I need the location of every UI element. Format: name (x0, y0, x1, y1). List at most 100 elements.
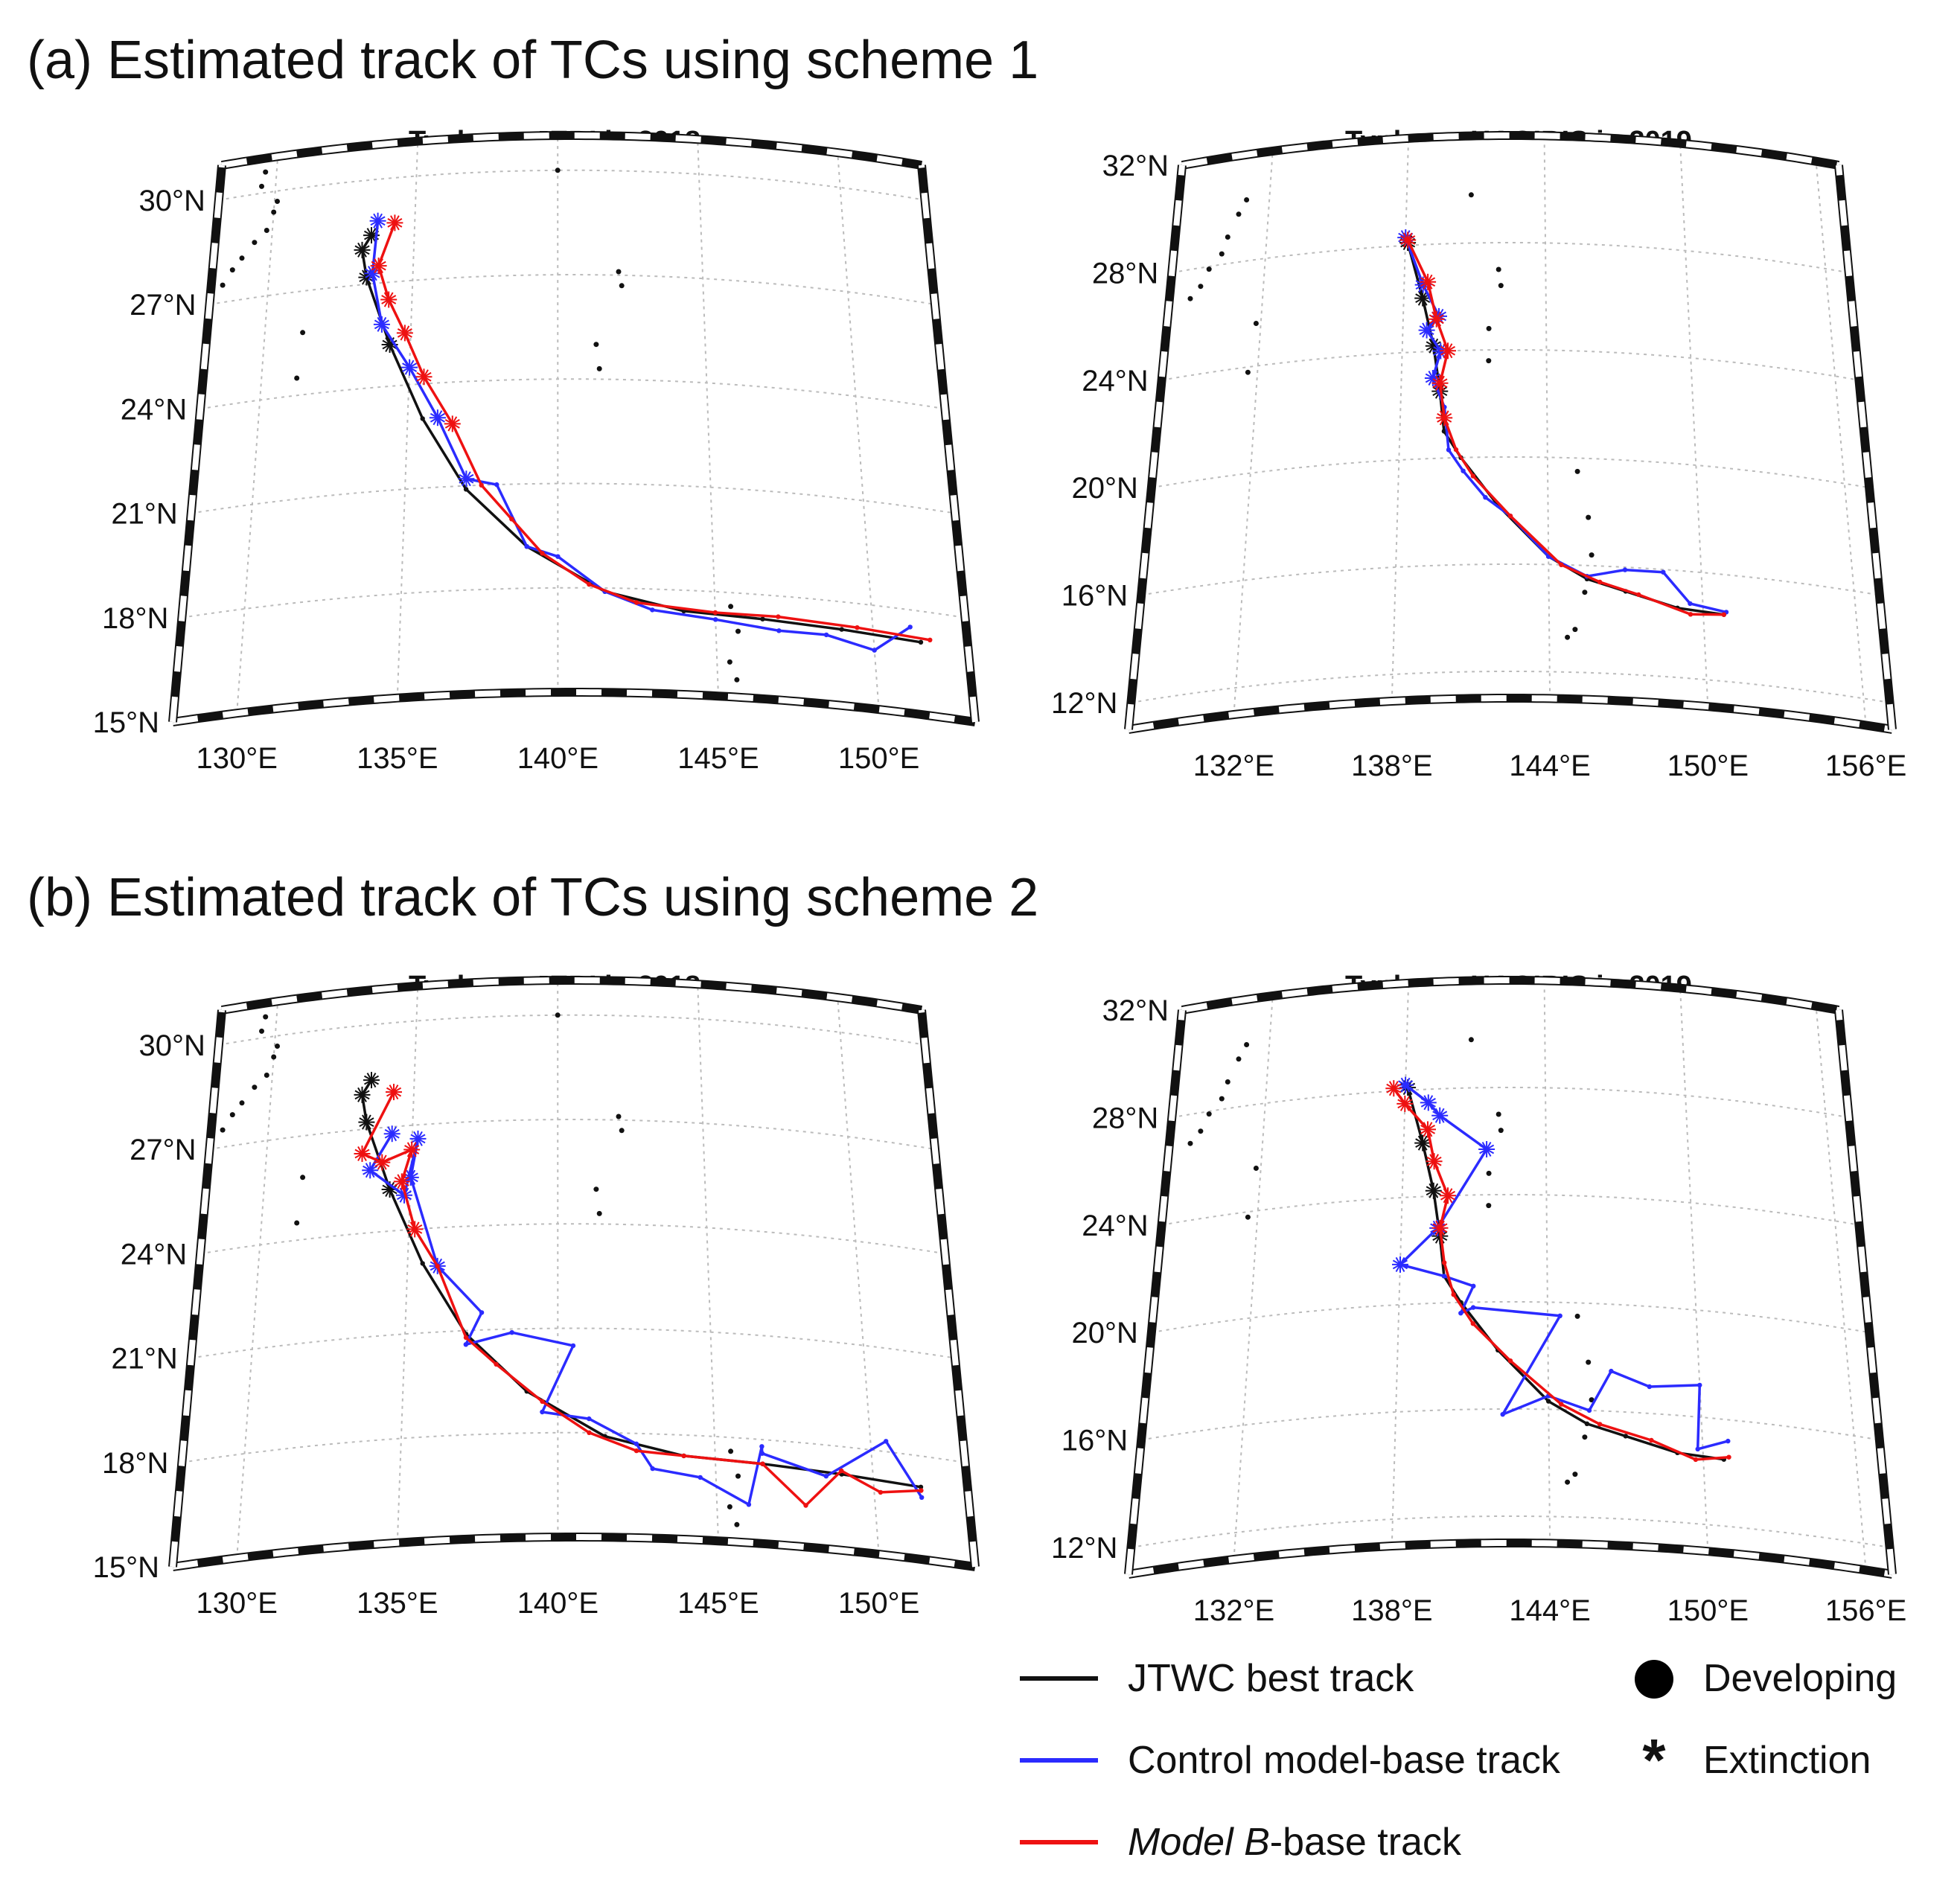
island-dot (1244, 197, 1250, 202)
track-point-extinction (1425, 337, 1442, 354)
island-dot (1586, 1359, 1592, 1365)
legend-item-control: Control model-base track (1020, 1738, 1560, 1783)
island-dot (220, 282, 226, 288)
parallel-line (1131, 1515, 1890, 1548)
track-point-developing (509, 517, 514, 522)
track-point-developing (1470, 1305, 1476, 1310)
meridian-line (697, 139, 719, 697)
extinction-star-ray (374, 319, 389, 330)
extinction-star-ray (444, 419, 460, 429)
island-dot (1486, 358, 1492, 364)
track-point-developing (479, 1310, 485, 1315)
track-point-extinction (396, 325, 413, 342)
map-frame (168, 976, 980, 1571)
track-point-developing (463, 487, 469, 492)
lat-label: 24°N (121, 393, 187, 426)
lat-label: 30°N (139, 185, 205, 217)
island-dot (735, 628, 741, 634)
lat-label: 24°N (1082, 365, 1148, 397)
track-point-extinction (458, 470, 475, 488)
coastline-layer (1187, 192, 1595, 640)
track-point-developing (633, 600, 639, 605)
track-point-developing (1507, 514, 1513, 519)
track-point-developing (855, 625, 860, 630)
extinction-star-ray (365, 268, 380, 278)
extinction-star-ray (407, 1224, 423, 1234)
track-point-developing (1559, 562, 1564, 567)
extinction-star-ray (387, 218, 403, 228)
track-point-developing (1597, 579, 1603, 585)
track-point-developing (919, 1488, 924, 1493)
track-point-extinction (1418, 322, 1435, 339)
meridian-line (1679, 988, 1709, 1552)
island-dot (1187, 295, 1193, 301)
map-frame (1124, 976, 1897, 1579)
track-point-extinction (383, 1125, 400, 1143)
lon-label: 135°E (357, 742, 438, 775)
frame-left-dash (1126, 1009, 1185, 1575)
lat-label: 28°N (1092, 1102, 1158, 1134)
island-dot (271, 1054, 277, 1060)
island-dot (1498, 283, 1504, 289)
track-point-extinction (370, 258, 387, 275)
meridian-line (396, 141, 419, 698)
track-point-developing (587, 1430, 592, 1435)
lon-label: 130°E (196, 742, 277, 775)
extinction-star-ray (354, 245, 370, 255)
track-point-extinction (1431, 374, 1449, 392)
track-point-developing (776, 628, 782, 633)
track-layer (354, 1072, 925, 1508)
lat-label: 24°N (1082, 1210, 1148, 1242)
track-point-extinction (386, 214, 403, 231)
track-point-extinction (1431, 1107, 1449, 1124)
extinction-star-ray (1425, 373, 1440, 383)
track-point-extinction (403, 1141, 421, 1158)
meridian-line (697, 984, 719, 1542)
track-point-developing (570, 1343, 576, 1349)
extinction-star-ray (354, 1149, 370, 1159)
lon-label: 132°E (1193, 750, 1274, 782)
meridian-line (1815, 161, 1867, 726)
extinction-star-ray (410, 1134, 426, 1144)
track-point-developing (759, 1444, 764, 1449)
parallel-line (1131, 671, 1890, 703)
lon-label: 150°E (838, 1587, 919, 1620)
track-point-developing (463, 1335, 469, 1341)
lon-label: 138°E (1351, 750, 1432, 782)
track-line (1406, 1087, 1725, 1461)
track-point-developing (839, 1468, 844, 1474)
track-point-extinction (1420, 1121, 1436, 1138)
island-dot (1245, 1214, 1251, 1220)
island-dot (1495, 1111, 1501, 1117)
legend-swatch-jtwc (1020, 1676, 1098, 1681)
lon-label: 150°E (1667, 750, 1749, 782)
track-point-developing (1458, 1311, 1463, 1316)
track-point-developing (928, 637, 933, 642)
frame-left-dash (170, 1009, 225, 1568)
map-background (173, 135, 975, 722)
island-dot (1589, 1397, 1595, 1403)
map-panel-b-hagibis: Typhoon HAGIBIS in 2019 12°N 16°N 20°N 2… (1051, 971, 1906, 1627)
parallel-line (191, 1327, 956, 1359)
parallel-line (1172, 242, 1849, 274)
island-dot (1572, 627, 1578, 633)
island-dot (596, 365, 602, 371)
track-point-developing (919, 1495, 925, 1500)
lat-label: 32°N (1102, 150, 1169, 182)
extinction-star-ray (354, 1090, 370, 1100)
track-point-developing (1726, 1454, 1731, 1460)
lat-label: 18°N (102, 602, 168, 635)
extinction-star-ray (386, 1087, 402, 1097)
track-point-developing (1500, 1412, 1505, 1417)
extinction-star-ray (1426, 1186, 1441, 1196)
lat-label: 24°N (121, 1238, 187, 1271)
lat-label: 16°N (1062, 1425, 1128, 1457)
island-dot (229, 267, 235, 273)
island-dot (1574, 1313, 1580, 1319)
track-point-extinction (401, 359, 418, 376)
legend-item-model-b: Model B-base track (1020, 1820, 1461, 1865)
frame-top-dash (1181, 132, 1839, 168)
legend: JTWC best track Control model-base track… (1020, 1656, 1943, 1894)
track-point-developing (1446, 447, 1452, 453)
island-dot (259, 183, 264, 189)
